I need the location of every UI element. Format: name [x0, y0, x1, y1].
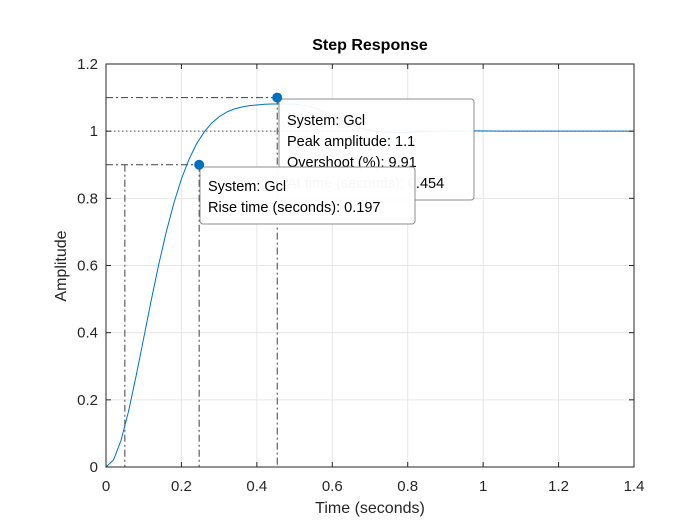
x-tick-label: 0.8 — [397, 478, 418, 495]
y-tick-label: 0.6 — [77, 258, 98, 275]
characteristic-markers — [194, 92, 283, 170]
y-tick-label: 1 — [90, 123, 98, 140]
y-tick-label: 0 — [90, 459, 98, 476]
x-tick-label: 0.2 — [171, 478, 192, 495]
y-tick-label: 0.2 — [77, 392, 98, 409]
x-tick-label: 0.6 — [322, 478, 343, 495]
peak-tip-amplitude: Peak amplitude: 1.1 — [287, 134, 415, 150]
x-axis-label: Time (seconds) — [315, 500, 425, 517]
x-tick-labels: 0 0.2 0.4 0.6 0.8 1 1.2 1.4 — [102, 478, 645, 495]
x-tick-label: 0.4 — [246, 478, 267, 495]
y-tick-label: 0.8 — [77, 190, 98, 207]
chart-title: Step Response — [312, 37, 428, 54]
rise-tip-box — [199, 166, 416, 225]
y-tick-label: 1.2 — [77, 56, 98, 73]
rise-tip-system: System: Gcl — [208, 179, 286, 195]
y-tick-labels: 0 0.2 0.4 0.6 0.8 1 1.2 — [77, 56, 98, 476]
characteristic-guides — [106, 97, 278, 467]
y-tick-label: 0.4 — [77, 325, 98, 342]
peak-tip-system: System: Gcl — [287, 113, 365, 129]
x-tick-label: 1 — [479, 478, 487, 495]
x-tick-label: 0 — [102, 478, 110, 495]
x-tick-label: 1.4 — [624, 478, 645, 495]
axis-ticks — [105, 63, 635, 468]
rise-tip-time: Rise time (seconds): 0.197 — [208, 200, 380, 216]
peak-marker — [272, 92, 283, 103]
rise-time-marker — [194, 159, 205, 170]
rise-time-datatip[interactable]: System: Gcl Rise time (seconds): 0.197 — [199, 166, 416, 225]
x-tick-label: 1.2 — [548, 478, 569, 495]
y-axis-label: Amplitude — [53, 230, 70, 301]
